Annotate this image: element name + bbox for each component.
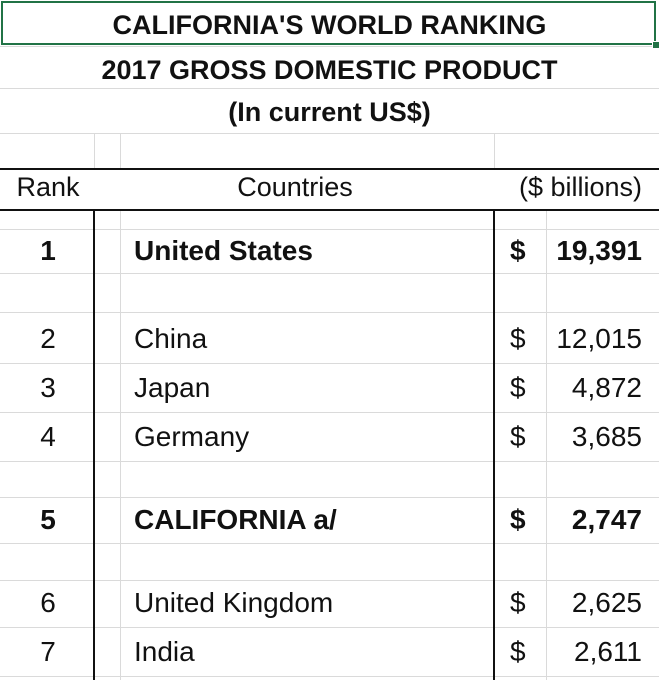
- table-row: 2 China $ 12,015: [0, 319, 659, 359]
- rank-cell: 7: [40, 636, 56, 667]
- header-value: ($ billions): [518, 172, 642, 202]
- gridline: [120, 133, 121, 169]
- selected-cell-border[interactable]: [1, 1, 656, 45]
- gridline: [0, 46, 659, 47]
- title-line-3: (In current US$): [228, 97, 431, 127]
- gridline: [0, 676, 659, 677]
- currency-cell: $: [510, 235, 526, 266]
- country-cell: India: [134, 636, 195, 667]
- gridline: [120, 210, 121, 680]
- value-cell: 2,747: [571, 504, 642, 535]
- country-cell: China: [134, 323, 208, 354]
- country-cell: CALIFORNIA a/: [134, 504, 337, 535]
- value-cell: 2,611: [574, 636, 642, 667]
- country-cell: Germany: [134, 421, 250, 452]
- rank-cell: 5: [40, 504, 56, 535]
- gridline: [0, 363, 659, 364]
- title-line-1: CALIFORNIA'S WORLD RANKING: [112, 10, 547, 40]
- value-cell: 4,872: [571, 372, 642, 403]
- country-cell: Japan: [134, 372, 211, 403]
- gridline: [494, 133, 495, 169]
- value-cell: 12,015: [556, 323, 642, 354]
- header-rank: Rank: [16, 172, 80, 202]
- header-bottom-border: [0, 209, 659, 211]
- gridline: [0, 543, 659, 544]
- rank-cell: 1: [40, 235, 56, 266]
- gridline: [94, 133, 95, 169]
- value-cell: 19,391: [556, 235, 642, 266]
- currency-cell: $: [510, 636, 526, 667]
- gridline: [0, 229, 659, 230]
- value-column-border: [493, 209, 495, 680]
- currency-cell: $: [510, 587, 526, 618]
- currency-cell: $: [510, 421, 526, 452]
- title-line-2: 2017 GROSS DOMESTIC PRODUCT: [101, 55, 558, 85]
- gridline: [0, 627, 659, 628]
- gridline: [0, 497, 659, 498]
- header-countries: Countries: [237, 172, 353, 202]
- rank-cell: 4: [40, 421, 56, 452]
- gridline: [0, 133, 659, 134]
- rank-cell: 2: [40, 323, 56, 354]
- table-row: 1 United States $ 19,391: [0, 231, 659, 271]
- fill-handle[interactable]: [652, 41, 659, 49]
- value-cell: 2,625: [571, 587, 642, 618]
- table-top-border: [0, 168, 659, 170]
- table-row: 4 Germany $ 3,685: [0, 417, 659, 457]
- gridline: [546, 210, 547, 680]
- currency-cell: $: [510, 372, 526, 403]
- gridline: [0, 580, 659, 581]
- value-cell: 3,685: [571, 421, 642, 452]
- gridline: [0, 88, 659, 89]
- country-cell: United States: [134, 235, 313, 266]
- table-row: 7 India $ 2,611: [0, 632, 659, 672]
- table-row: 6 United Kingdom $ 2,625: [0, 583, 659, 623]
- currency-cell: $: [510, 504, 526, 535]
- rank-cell: 3: [40, 372, 56, 403]
- gridline: [0, 412, 659, 413]
- gridline: [0, 273, 659, 274]
- rank-cell: 6: [40, 587, 56, 618]
- table-row: 3 Japan $ 4,872: [0, 368, 659, 408]
- country-cell: United Kingdom: [134, 587, 334, 618]
- rank-column-border: [93, 209, 95, 680]
- currency-cell: $: [510, 323, 526, 354]
- gridline: [0, 461, 659, 462]
- gridline: [0, 312, 659, 313]
- table-row: 5 CALIFORNIA a/ $ 2,747: [0, 500, 659, 540]
